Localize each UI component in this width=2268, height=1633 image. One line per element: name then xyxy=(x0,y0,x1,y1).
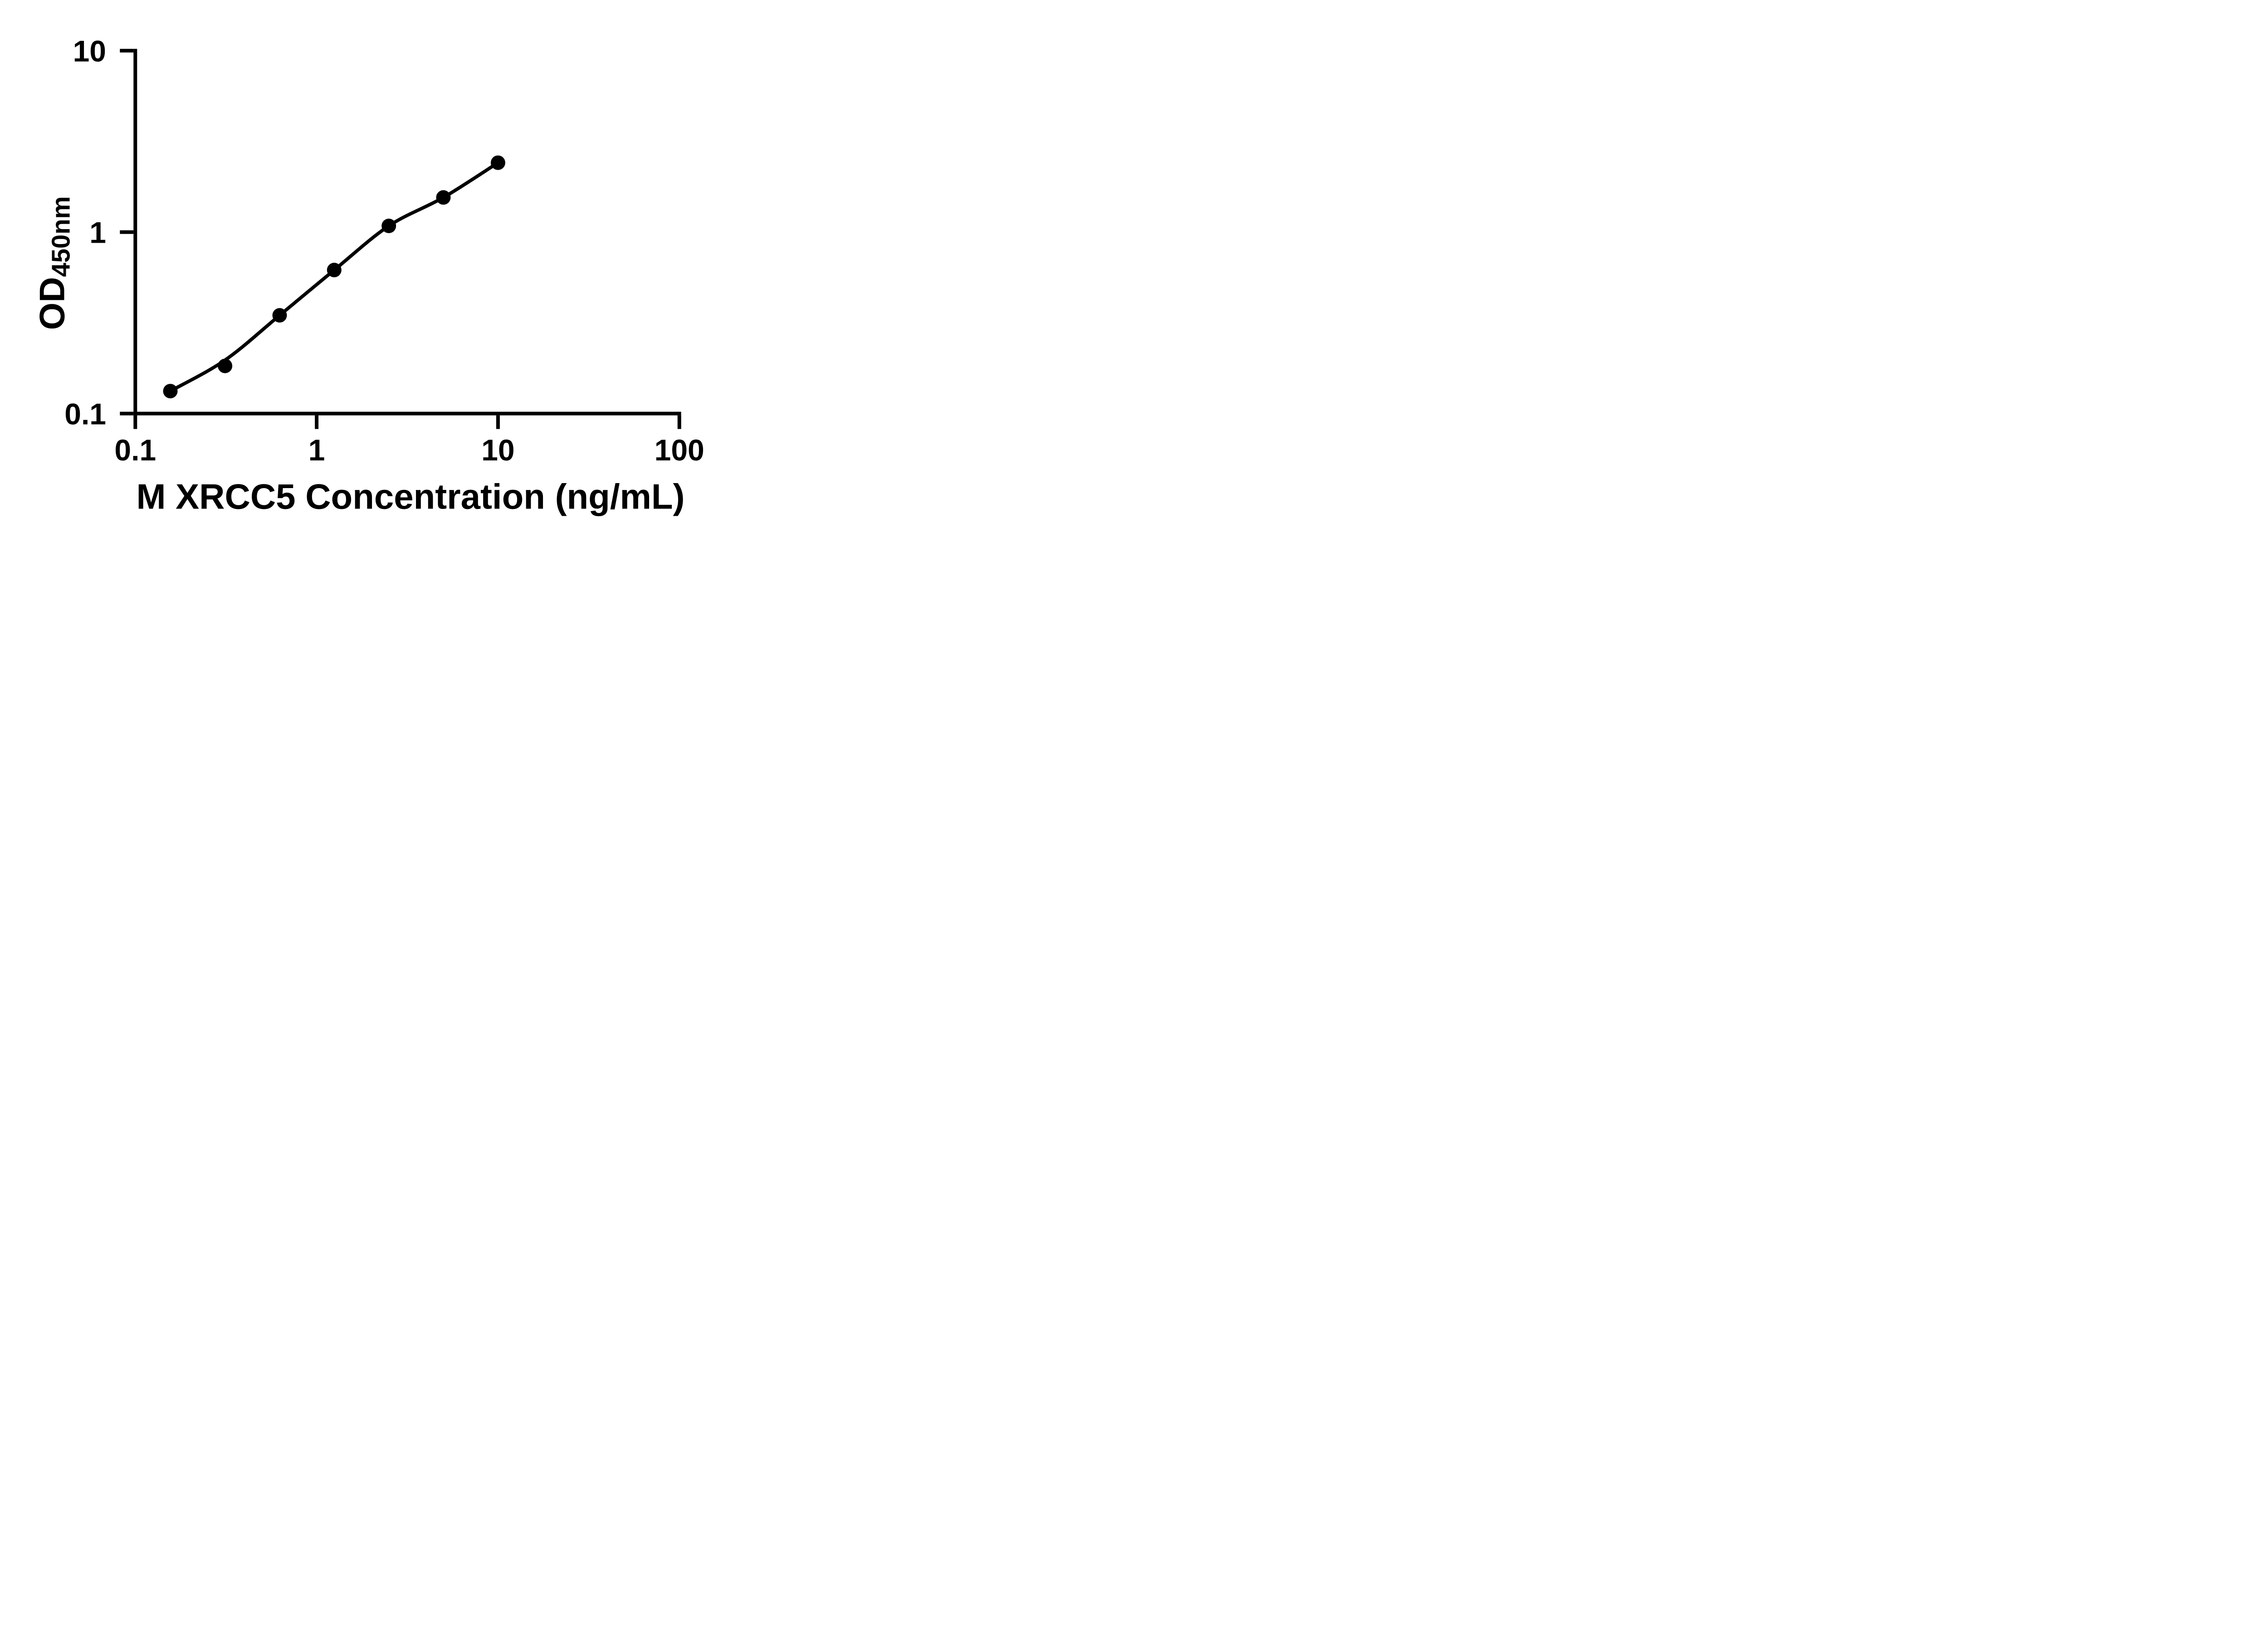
x-tick-label: 0.1 xyxy=(114,433,156,467)
data-point-marker xyxy=(490,155,505,170)
y-axis-line xyxy=(133,49,137,416)
y-axis-title-subscript: 450nm xyxy=(46,196,75,277)
x-tick xyxy=(315,415,319,429)
y-tick xyxy=(120,411,134,416)
x-tick-label: 100 xyxy=(655,433,704,467)
y-tick xyxy=(120,230,134,234)
plot-canvas: 10 1 0.10.1 1 10 100 xyxy=(64,34,704,467)
x-axis-title-text: M XRCC5 Concentration (ng/mL) xyxy=(136,476,685,517)
x-tick xyxy=(496,415,500,429)
y-axis-title-text: OD xyxy=(32,277,72,330)
data-point-marker xyxy=(272,308,287,323)
data-point-marker xyxy=(436,190,451,205)
x-axis-title: M XRCC5 Concentration (ng/mL) xyxy=(137,476,685,518)
x-axis-line xyxy=(133,411,681,416)
y-axis-title: OD450nm xyxy=(31,196,75,330)
data-point-marker xyxy=(381,219,396,233)
x-tick xyxy=(677,415,681,429)
x-tick-label: 10 xyxy=(481,433,514,467)
x-tick xyxy=(133,415,137,429)
y-tick xyxy=(120,49,134,53)
y-tick-label: 10 xyxy=(73,34,106,68)
elisa-standard-curve-figure: 10 1 0.1 0.1 1 10 100 M XRCC5 Concentration (n… xyxy=(0,0,763,544)
data-point-marker xyxy=(218,358,233,373)
y-tick-label: 0.1 xyxy=(64,397,106,431)
data-point-marker xyxy=(163,384,178,399)
x-tick-label: 1 xyxy=(308,433,325,467)
data-point-marker xyxy=(327,263,342,278)
y-tick-label: 1 xyxy=(89,216,106,249)
